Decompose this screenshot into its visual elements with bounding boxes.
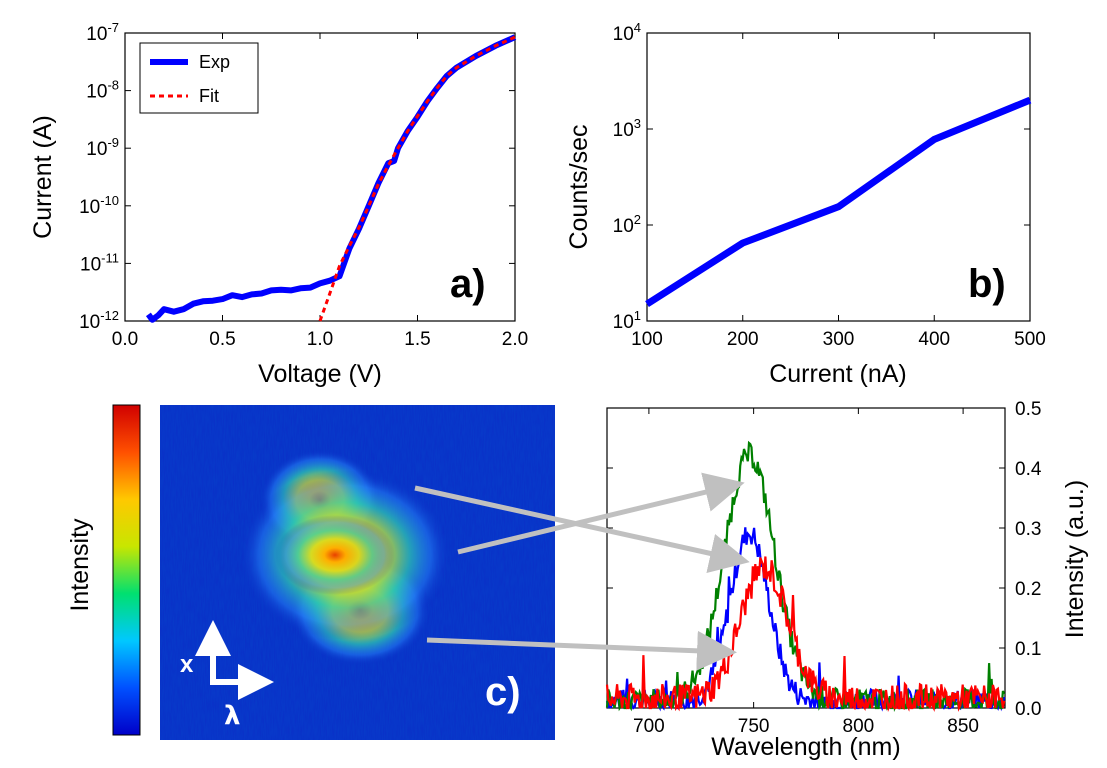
spectrum-y-tick-label: 0.3 xyxy=(1015,519,1041,540)
spectrum-y-tick-label: 0.0 xyxy=(1015,699,1041,720)
iv-legend: Exp Fit xyxy=(139,42,259,114)
iv-x-tick-label: 0.5 xyxy=(209,329,235,350)
counts-y-tick-label: 102 xyxy=(613,212,641,237)
panel-c-label: c) xyxy=(485,670,521,714)
counts-y-tick-label: 103 xyxy=(613,116,641,141)
counts-x-tick-label: 200 xyxy=(727,329,759,350)
spectrum-y-tick-label: 0.1 xyxy=(1015,639,1041,660)
counts-y-tick-label: 104 xyxy=(613,20,641,45)
spectrum-x-axis-label: Wavelength (nm) xyxy=(711,733,900,761)
spectrum-plot-frame xyxy=(606,407,1006,709)
iv-y-tick-label: 10-9 xyxy=(86,135,119,160)
iv-x-tick-label: 1.5 xyxy=(404,329,430,350)
spectrum-y-tick-label: 0.5 xyxy=(1015,399,1041,420)
axis-indicator: x λ xyxy=(180,620,274,731)
spectrum-x-tick-label: 850 xyxy=(947,716,979,737)
spot-core xyxy=(275,515,395,595)
connector-arrows xyxy=(414,472,750,671)
arrow-center-to-green xyxy=(457,472,745,555)
counts-y-tick-label: 101 xyxy=(613,308,641,333)
heatmap-emission-spot xyxy=(240,450,450,665)
spectrum-x-tick-label: 750 xyxy=(738,716,770,737)
lambda-axis-symbol: λ xyxy=(224,701,240,731)
iv-x-axis-label: Voltage (V) xyxy=(258,360,382,388)
counts-vs-current-chart: 100 200 300 400 500 101 102 103 104 Current (nA)… xyxy=(565,20,1046,388)
iv-y-tick-label: 10-8 xyxy=(86,78,119,103)
iv-series-exp xyxy=(145,34,517,323)
iv-x-tick-label: 1.0 xyxy=(307,329,333,350)
iv-x-tick-label: 0.0 xyxy=(112,329,138,350)
legend-fit-label: Fit xyxy=(199,86,219,106)
counts-x-tick-label: 100 xyxy=(631,329,663,350)
iv-curve-chart: 0.0 0.5 1.0 1.5 2.0 10-12 10-11 10-10 10-9 10-8 10… xyxy=(29,20,528,388)
counts-series-line xyxy=(645,96,1032,308)
spectrum-y-tick-label: 0.4 xyxy=(1015,459,1042,480)
spectrum-x-tick-label: 700 xyxy=(633,716,665,737)
counts-x-tick-label: 500 xyxy=(1014,329,1046,350)
iv-x-tick-label: 2.0 xyxy=(502,329,528,350)
counts-y-axis-label: Counts/sec xyxy=(565,124,593,249)
iv-series-fit xyxy=(318,35,516,322)
colorbar-label: Intensity xyxy=(66,518,94,612)
iv-y-tick-label: 10-11 xyxy=(80,250,119,275)
iv-y-tick-label: 10-12 xyxy=(79,308,119,333)
spectrum-chart: 700 750 800 850 0.0 0.1 0.2 0.3 0.4 0.5 Wavelengt… xyxy=(605,399,1089,761)
iv-y-tick-label: 10-10 xyxy=(79,193,119,218)
spectrum-y-axis-label: Intensity (a.u.) xyxy=(1061,480,1089,638)
spectrum-x-tick-label: 800 xyxy=(843,716,875,737)
panel-b-label: b) xyxy=(968,262,1006,306)
spectrum-red xyxy=(605,556,1006,713)
iv-y-tick-label: 10-7 xyxy=(86,20,119,45)
panel-a-label: a) xyxy=(450,262,486,306)
spectrum-y-tick-label: 0.2 xyxy=(1015,579,1041,600)
iv-y-axis-label: Current (A) xyxy=(29,115,57,239)
counts-x-axis-label: Current (nA) xyxy=(769,360,907,388)
emission-image: Intensity x λ c) xyxy=(66,404,555,740)
counts-x-tick-label: 300 xyxy=(823,329,855,350)
legend-exp-label: Exp xyxy=(199,52,230,72)
arrow-bottom-to-red xyxy=(426,630,737,671)
intensity-colorbar xyxy=(112,404,141,736)
x-axis-symbol: x xyxy=(180,651,194,678)
counts-x-tick-label: 400 xyxy=(918,329,950,350)
